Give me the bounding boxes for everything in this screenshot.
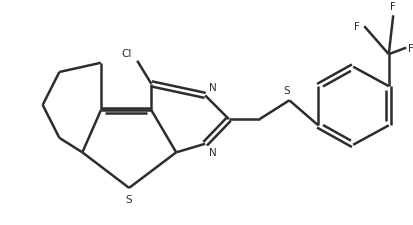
Text: F: F (408, 43, 413, 53)
Text: F: F (390, 2, 396, 12)
Text: F: F (354, 22, 360, 32)
Text: S: S (284, 86, 290, 96)
Text: Cl: Cl (121, 49, 131, 58)
Text: N: N (209, 147, 217, 157)
Text: S: S (126, 194, 133, 204)
Text: N: N (209, 83, 217, 93)
